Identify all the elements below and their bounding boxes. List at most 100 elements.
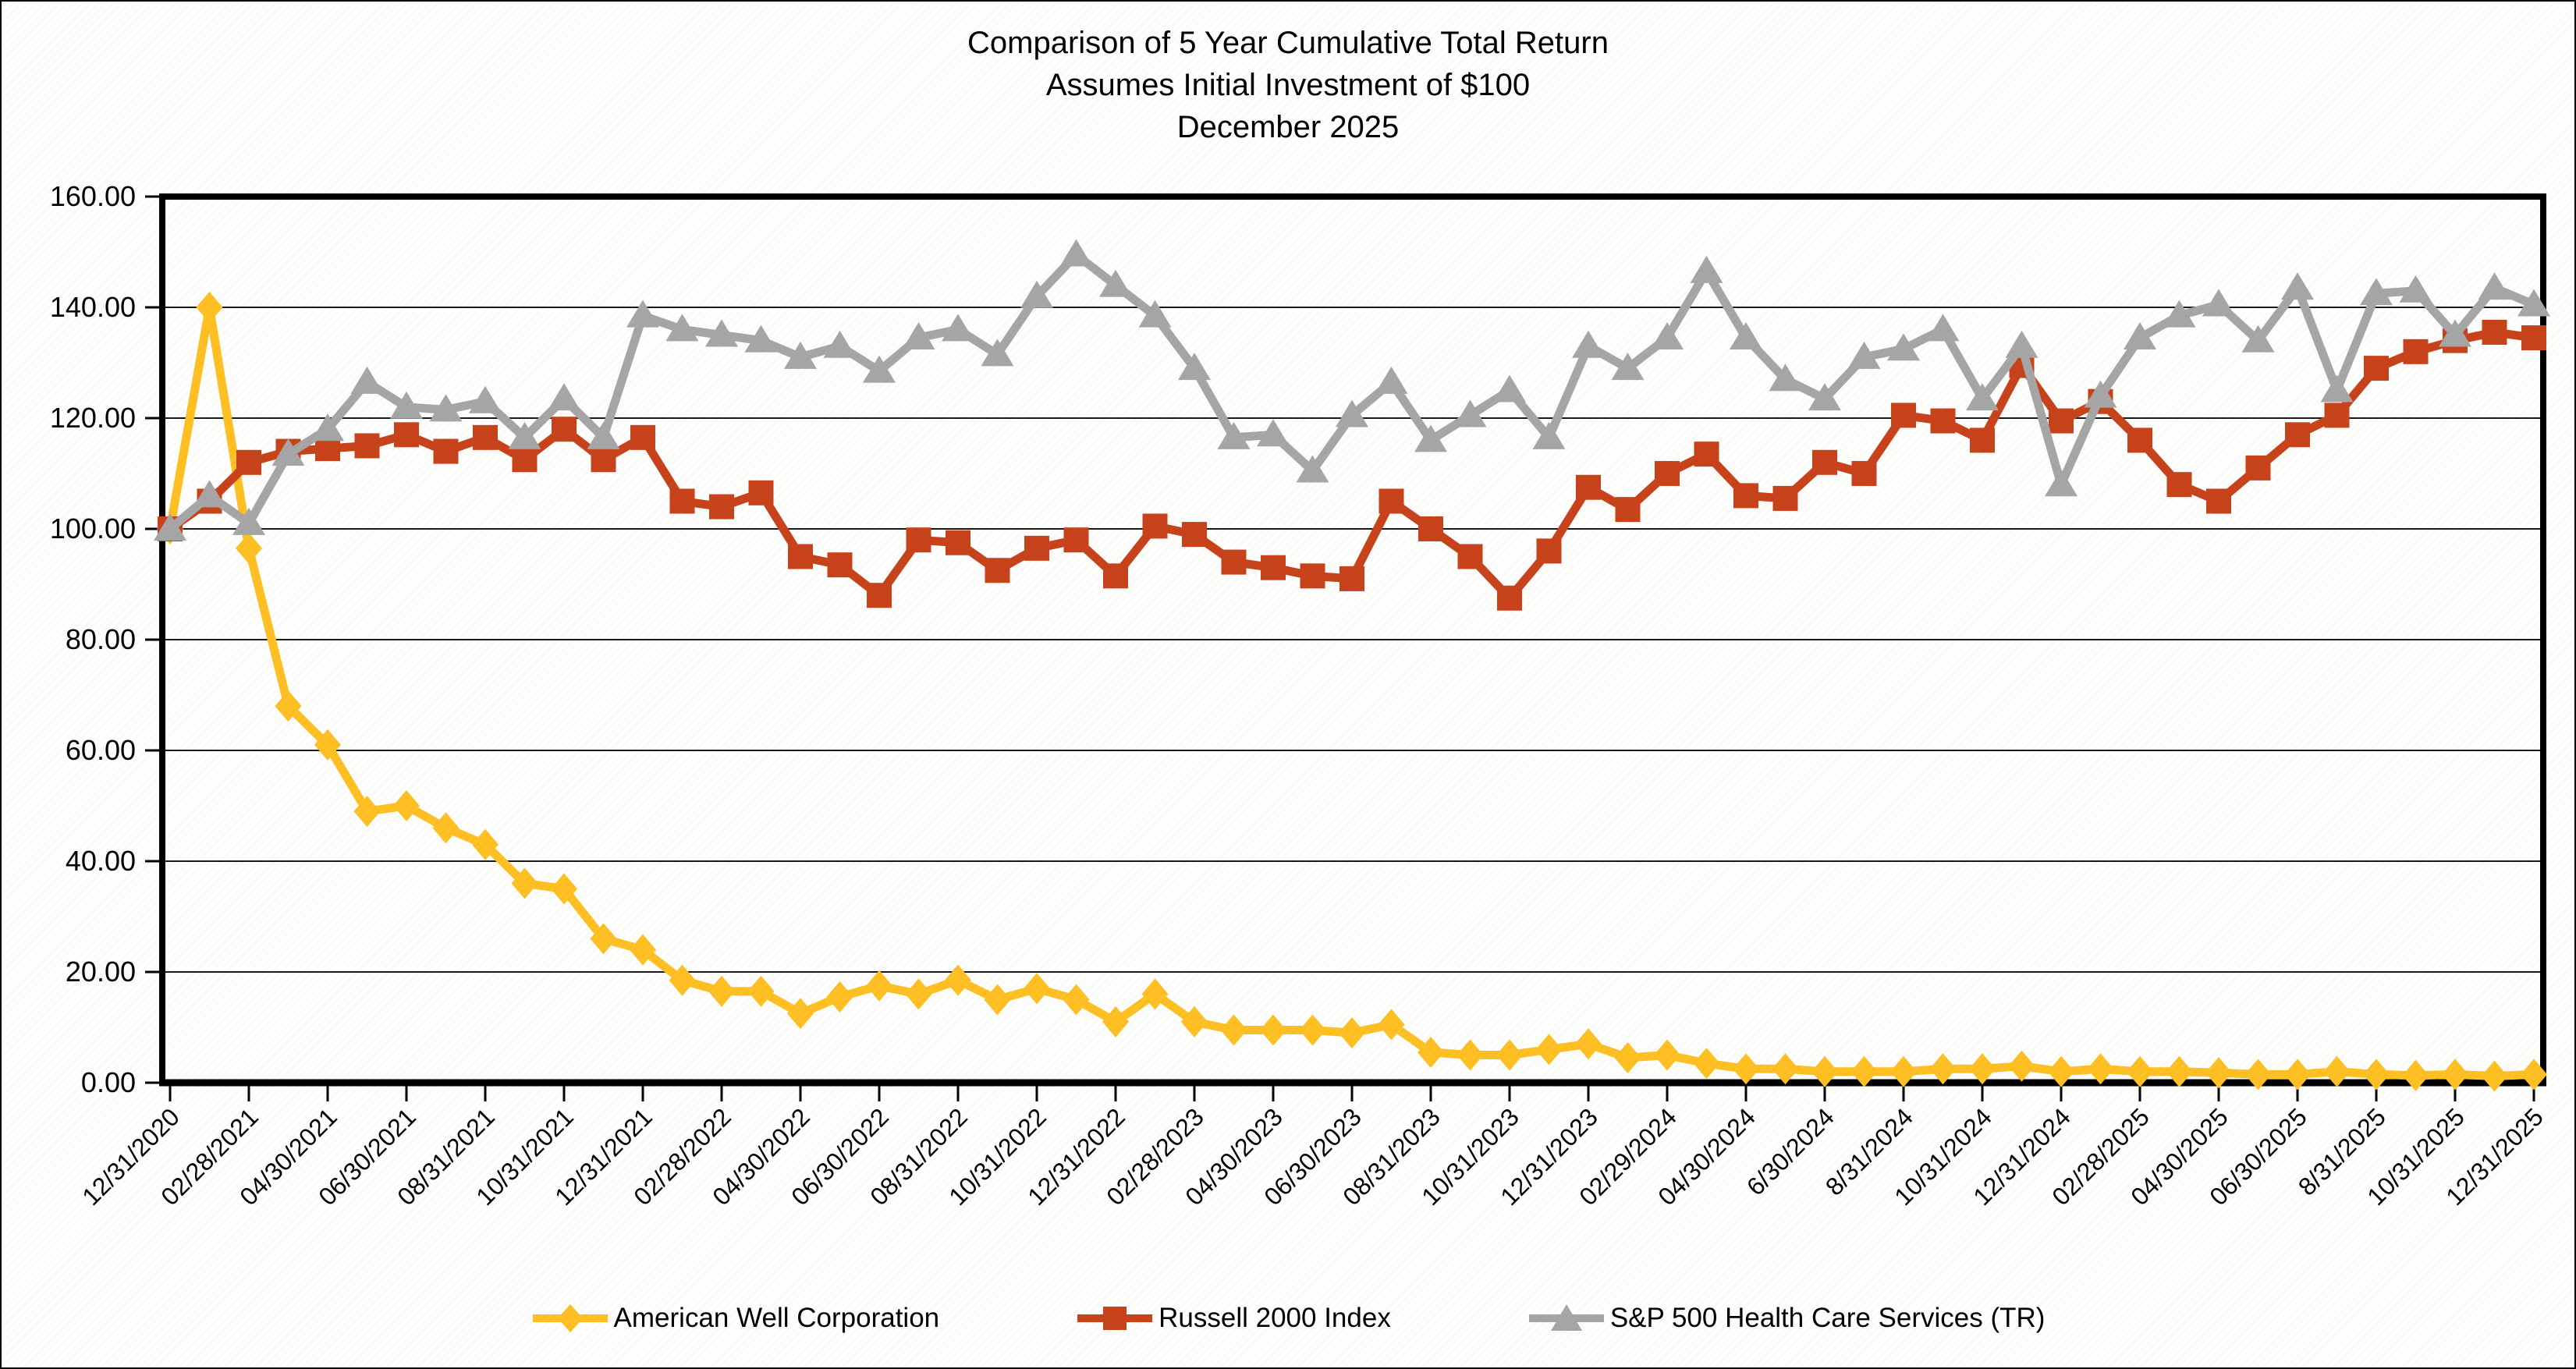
- y-tick-label: 60.00: [66, 734, 136, 766]
- data-point-diamond: [1890, 1055, 1917, 1087]
- data-point-triangle: [429, 394, 463, 422]
- data-point-square: [985, 558, 1010, 583]
- data-point-square: [1457, 544, 1483, 569]
- data-point-triangle: [1178, 353, 1211, 381]
- data-point-square: [867, 583, 892, 608]
- legend-marker: [1103, 1307, 1127, 1330]
- chart-subtitle: Assumes Initial Investment of $100: [1045, 68, 1531, 102]
- data-point-triangle: [1887, 333, 1920, 361]
- data-point-triangle: [587, 421, 620, 449]
- data-point-diamond: [314, 729, 341, 761]
- data-point-square: [1970, 427, 1995, 453]
- legend-label: American Well Corporation: [613, 1303, 940, 1333]
- data-point-diamond: [2087, 1053, 2114, 1085]
- legend-item-russell-2000: Russell 2000 Index: [1076, 1301, 1391, 1335]
- data-point-triangle: [1730, 322, 1762, 350]
- data-point-diamond: [630, 934, 656, 966]
- data-point-triangle: [2281, 272, 2314, 300]
- data-point-diamond: [1575, 1028, 1602, 1060]
- data-point-triangle: [2124, 322, 2156, 350]
- data-point-diamond: [1024, 973, 1050, 1005]
- data-point-triangle: [1611, 353, 1645, 381]
- data-point-square: [2127, 427, 2152, 453]
- data-point-diamond: [2205, 1057, 2232, 1089]
- data-point-diamond: [2323, 1055, 2351, 1087]
- data-point-triangle: [1966, 383, 1999, 411]
- data-point-square: [1930, 408, 1956, 434]
- data-point-square: [1772, 485, 1798, 511]
- data-point-diamond: [2166, 1055, 2193, 1087]
- data-point-diamond: [2402, 1059, 2429, 1091]
- data-point-square: [2403, 339, 2429, 364]
- data-point-square: [946, 530, 970, 555]
- data-point-square: [1694, 442, 1719, 467]
- legend-item-sp500-hcs: S&P 500 Health Care Services (TR): [1528, 1301, 2045, 1335]
- data-point-diamond: [905, 978, 932, 1010]
- data-point-triangle: [1138, 300, 1172, 328]
- data-point-diamond: [1220, 1014, 1247, 1046]
- data-point-triangle: [1099, 269, 1132, 297]
- data-point-square: [2482, 319, 2507, 345]
- y-tick-label: 140.00: [50, 291, 136, 323]
- data-point-square: [2245, 455, 2271, 481]
- data-point-triangle: [942, 314, 974, 342]
- data-point-triangle: [626, 300, 659, 328]
- data-point-diamond: [2284, 1059, 2311, 1091]
- data-point-diamond: [275, 690, 302, 722]
- data-point-square: [2285, 422, 2310, 448]
- y-tick-label: 80.00: [66, 623, 136, 655]
- data-point-triangle: [744, 325, 778, 353]
- data-point-triangle: [1336, 399, 1368, 427]
- data-point-triangle: [1217, 421, 1251, 449]
- data-point-diamond: [2442, 1059, 2468, 1091]
- data-point-triangle: [2360, 278, 2393, 306]
- legend-marker: [557, 1304, 583, 1332]
- data-point-square: [1103, 563, 1128, 589]
- data-point-square: [1851, 461, 1877, 486]
- data-point-square: [1418, 516, 1443, 541]
- data-point-diamond: [866, 970, 892, 1002]
- data-point-diamond: [196, 292, 223, 323]
- data-point-diamond: [747, 975, 775, 1007]
- data-point-square: [1024, 535, 1049, 561]
- y-tick-label: 120.00: [50, 402, 136, 434]
- data-point-square: [788, 544, 813, 569]
- data-point-triangle: [2202, 289, 2235, 317]
- data-point-square: [1300, 563, 1325, 589]
- data-point-diamond: [1299, 1014, 1326, 1046]
- data-point-triangle: [350, 366, 384, 394]
- red-square-marker-icon: [1077, 1307, 1153, 1330]
- data-point-diamond: [2048, 1055, 2074, 1087]
- data-point-diamond: [669, 964, 696, 996]
- y-tick-label: 20.00: [66, 956, 136, 988]
- data-point-diamond: [1418, 1036, 1444, 1068]
- data-point-triangle: [311, 413, 344, 442]
- data-point-diamond: [236, 532, 262, 564]
- data-point-diamond: [2521, 1059, 2547, 1091]
- data-point-triangle: [1847, 341, 1881, 369]
- data-point-square: [2521, 325, 2546, 351]
- data-point-diamond: [353, 796, 381, 828]
- data-point-diamond: [590, 923, 617, 955]
- data-point-square: [1497, 585, 1522, 611]
- data-point-triangle: [1257, 419, 1290, 447]
- data-point-diamond: [1260, 1014, 1286, 1046]
- data-point-square: [827, 552, 853, 578]
- data-point-square: [591, 447, 616, 473]
- data-point-triangle: [2478, 272, 2511, 300]
- data-point-triangle: [1690, 255, 1723, 283]
- data-point-square: [394, 422, 419, 448]
- data-point-square: [1378, 488, 1404, 514]
- legend-label: Russell 2000 Index: [1158, 1303, 1391, 1333]
- data-point-triangle: [2084, 380, 2117, 408]
- data-point-square: [1655, 461, 1680, 486]
- data-point-square: [1182, 522, 1207, 548]
- data-point-square: [2206, 488, 2231, 514]
- data-point-triangle: [548, 383, 580, 411]
- data-point-square: [1812, 449, 1837, 475]
- data-point-square: [1142, 513, 1168, 539]
- data-point-triangle: [193, 480, 226, 508]
- data-point-triangle: [1532, 421, 1566, 449]
- data-point-square: [236, 449, 261, 475]
